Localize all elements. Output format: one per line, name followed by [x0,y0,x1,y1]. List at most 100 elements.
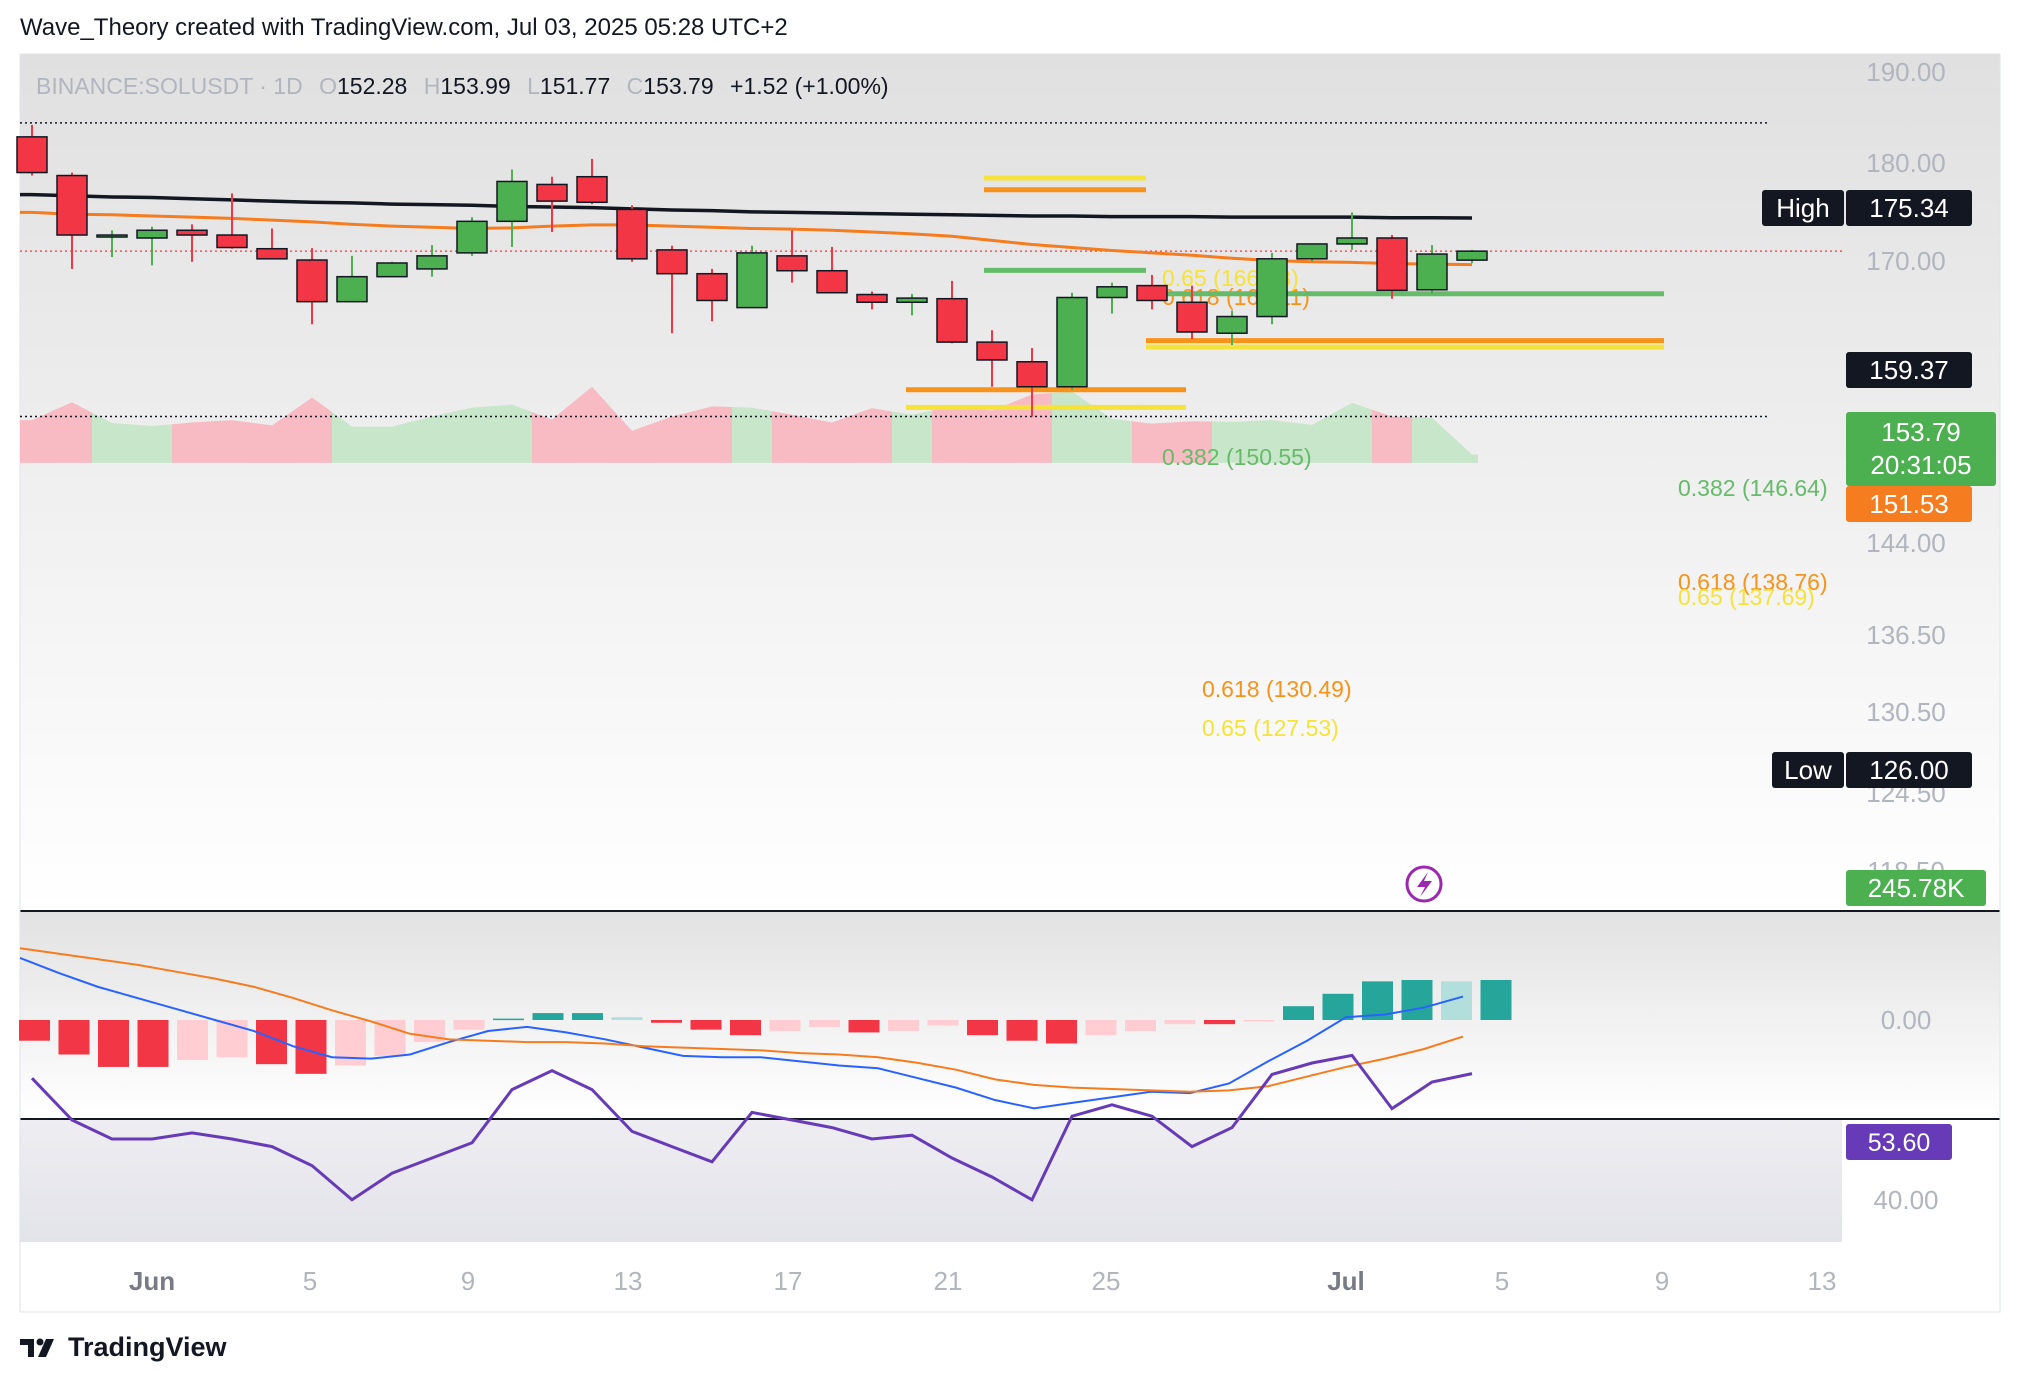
fib-level-label: 0.618 (130.49) [1202,676,1352,702]
volume-area-segment [572,386,612,463]
fib-level-label: 0.65 (137.69) [1678,584,1815,610]
rsi-value-badge [1846,1124,1952,1160]
volume-area-segment [52,402,92,463]
chart-frame [19,53,2001,1313]
ma-orange-line [20,210,1473,267]
footer-brand: TradingView [20,1332,227,1363]
volume-area-segment [892,410,932,463]
macd-histogram-bar [1243,1020,1275,1022]
time-axis-tick: 13 [614,1266,643,1296]
time-axis-tick: 9 [1655,1266,1669,1296]
ma-orange-value-background [1846,486,1972,522]
volume-area-segment [652,411,692,463]
high-label-background [1762,190,1844,226]
volume-area-segment [332,412,372,463]
candle-body [736,252,768,309]
main-pane-background [20,54,2000,910]
candle-body [936,297,968,343]
macd-histogram-bar [730,1020,761,1036]
candle-body [856,293,888,304]
rsi-pane-background [20,1120,1842,1242]
last-price-badge [1846,412,1996,486]
candle-body [1456,250,1488,261]
candle-body [456,220,488,254]
candle-body [1056,296,1088,388]
time-axis-tick: 21 [934,1266,963,1296]
volume-area-segment [20,411,52,463]
macd-histogram-bar [493,1018,524,1021]
rsi-tick: 40.00 [1873,1185,1938,1215]
candle-body [96,234,128,238]
macd-signal-line [19,947,1464,1093]
volume-area-segment [212,420,252,463]
candle-body [496,180,528,223]
candle-body [1256,258,1288,318]
candle-body [336,275,368,303]
countdown-text: 20:31:05 [1870,450,1971,480]
time-axis-tick: Jul [1327,1266,1365,1296]
candle-body [56,174,88,236]
volume-area-segment [292,397,332,463]
candle-body [976,341,1008,361]
volume-area-segment [372,421,412,463]
price-axis-tick: 190.00 [1866,57,1946,87]
time-axis-tick: 25 [1092,1266,1121,1296]
time-axis-tick: 13 [1808,1266,1837,1296]
volume-area-segment [1252,420,1292,463]
volume-area-segment [172,421,212,463]
fib-level-label: 0.65 (127.53) [1202,715,1339,741]
time-axis-tick: 5 [1495,1266,1509,1296]
ma-black-value-background [1846,352,1972,388]
macd-histogram-bar [1480,979,1512,1020]
volume-value-text: 245.78K [1868,873,1966,903]
macd-histogram-bar [611,1017,643,1020]
time-axis-tick: 5 [303,1266,317,1296]
price-axis-tick: 136.50 [1866,620,1946,650]
rsi-line [30,1053,1473,1202]
macd-histogram-bar [690,1020,722,1030]
volume-area-segment [1452,436,1478,463]
legend-close-label: C [627,73,644,99]
candle-body [1216,315,1248,334]
macd-histogram-bar [1125,1020,1156,1032]
candle-body [696,272,728,302]
legend-low-value: 151.77 [540,73,610,99]
price-axis-tick: 144.00 [1866,528,1946,558]
macd-histogram-bar [98,1020,129,1067]
volume-area-segment [452,406,492,463]
macd-histogram-bar [848,1020,880,1033]
macd-histogram-bar [414,1020,445,1043]
volume-area-segment [1012,392,1052,463]
legend-open-label: O [319,73,337,99]
candle-body [1136,284,1168,302]
candle-body [1416,253,1448,291]
macd-histogram-bar [1322,993,1354,1020]
macd-histogram-bar [1401,979,1433,1020]
price-axis-tick: 170.00 [1866,246,1946,276]
macd-line [19,956,1464,1110]
macd-histogram-bar [888,1020,919,1032]
high-label-text: High [1776,193,1829,223]
legend-change: +1.52 (+1.00%) [730,73,889,99]
lightning-icon-bolt [1417,872,1432,897]
volume-area-segment [972,402,1012,463]
candle-body [776,255,808,272]
time-axis-tick: 17 [774,1266,803,1296]
low-value-text: 126.00 [1869,755,1949,785]
legend-symbol: BINANCE:SOLUSDT · 1D [36,73,303,99]
candle-body [16,136,48,174]
ma-orange-value-text: 151.53 [1869,489,1949,519]
legend-high-label: H [424,73,441,99]
fib-level-label: 0.618 (138.76) [1678,569,1828,595]
volume-area-segment [132,424,172,463]
last-price-text: 153.79 [1881,417,1961,447]
price-axis-tick: 130.50 [1866,697,1946,727]
ma-black-value-text: 159.37 [1869,355,1949,385]
price-axis-tick: 180.00 [1866,148,1946,178]
legend-open-value: 152.28 [337,73,407,99]
ma-black-line [20,192,1473,220]
candle-body [1096,286,1128,299]
volume-area-segment [1212,420,1252,463]
volume-area-segment [412,412,452,463]
